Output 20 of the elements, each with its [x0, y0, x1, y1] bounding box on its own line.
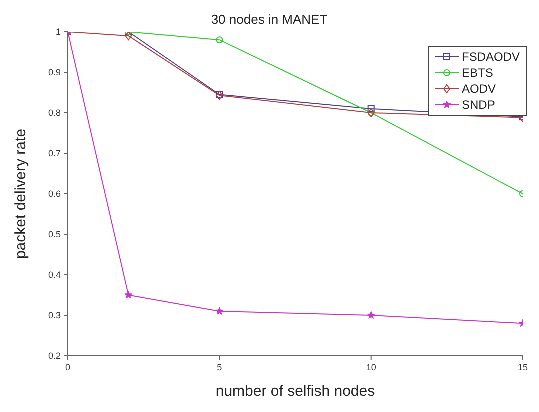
y-tick-label: 0.9: [48, 68, 61, 78]
legend-label: AODV: [462, 81, 496, 97]
y-tick-label: 0.3: [48, 310, 61, 321]
legend-label: FSDAODV: [462, 49, 520, 65]
y-axis-title: packet delivery rate: [12, 128, 30, 260]
y-tick-label: 1: [56, 27, 61, 38]
y-tick-label: 0.4: [48, 270, 61, 280]
chart-title: 30 nodes in MANET: [210, 12, 329, 27]
y-tick-label: 0.6: [48, 189, 61, 200]
y-tick-label: 0.5: [48, 230, 61, 240]
x-tick-label: 15: [518, 362, 528, 372]
x-tick-label: 5: [217, 362, 222, 372]
y-tick-label: 0.2: [48, 351, 61, 362]
y-tick-label: 0.8: [48, 108, 61, 118]
x-tick-label: 0: [65, 362, 71, 372]
legend-label: EBTS: [462, 65, 494, 81]
x-axis-title: number of selfish nodes: [216, 383, 376, 400]
legend-label: SNDP: [462, 97, 496, 113]
y-tick-label: 0.7: [48, 148, 61, 159]
x-tick-label: 10: [366, 362, 376, 372]
